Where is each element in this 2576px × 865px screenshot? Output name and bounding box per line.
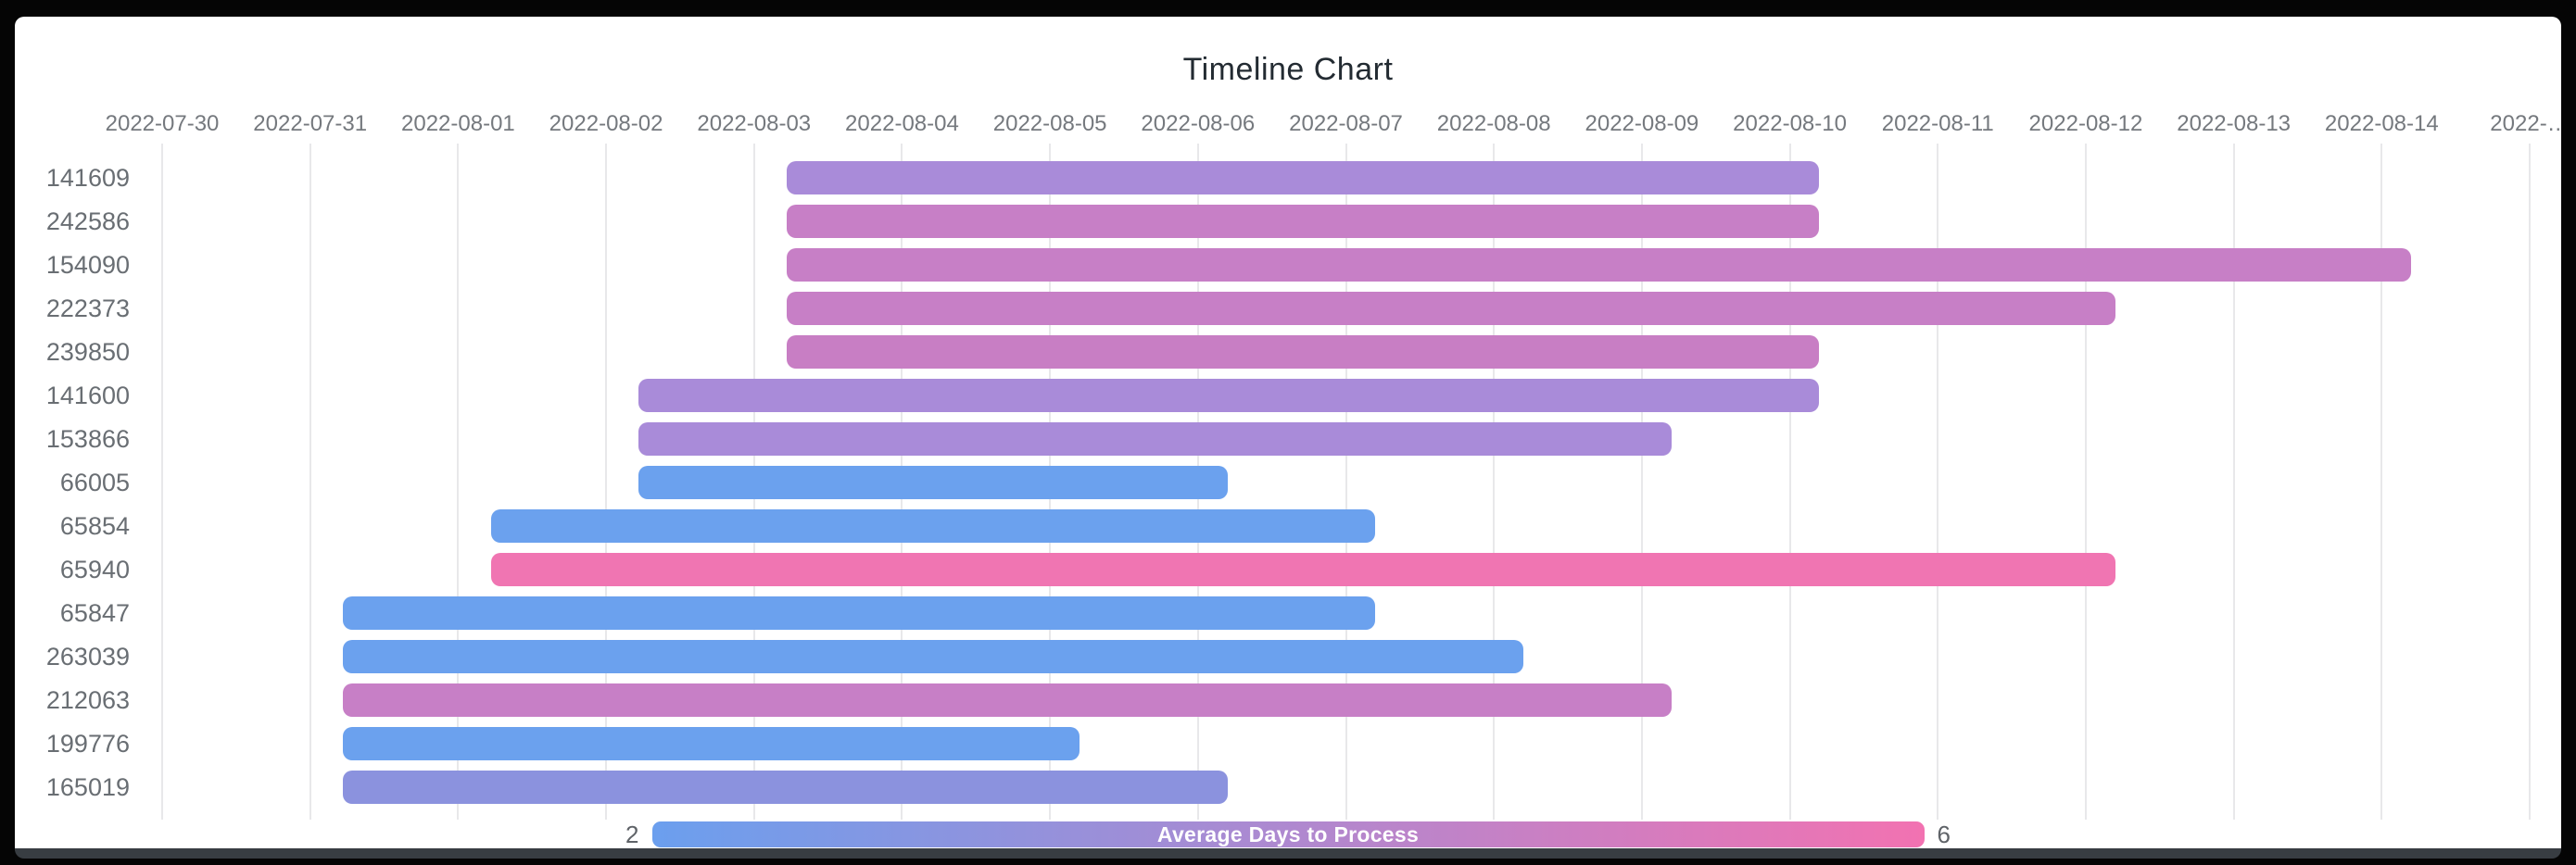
- timeline-bar-154090[interactable]: [786, 248, 2412, 282]
- y-tick-label: 239850: [45, 338, 130, 366]
- x-tick-label: 2022-08-03: [697, 111, 812, 136]
- timeline-bar-66005[interactable]: [638, 466, 1228, 499]
- y-tick-label: 263039: [45, 643, 130, 671]
- y-tick-label: 242586: [45, 207, 130, 235]
- y-tick-label: 65854: [59, 512, 130, 540]
- timeline-bar-263039[interactable]: [342, 640, 1524, 673]
- x-tick-label: 2022-08-11: [1881, 111, 1994, 136]
- y-tick-label: 212063: [45, 686, 130, 714]
- x-tick-label: 2022-08-09: [1585, 111, 1699, 136]
- timeline-bar-153866[interactable]: [638, 422, 1672, 456]
- gridline: [1640, 144, 1643, 820]
- x-axis: 2022-07-30 2022-07-31 2022-08-01 2022-08-02…: [106, 111, 2561, 141]
- timeline-bar-65854[interactable]: [490, 509, 1376, 543]
- gridline: [2529, 144, 2531, 820]
- colorbar-max-label: 6: [1937, 820, 1951, 848]
- x-tick-label: 2022-…: [2490, 111, 2561, 136]
- timeline-bar-242586[interactable]: [786, 205, 1820, 238]
- colorbar-legend: 2 Average Days to Process 6: [15, 820, 2561, 848]
- timeline-bar-222373[interactable]: [786, 292, 2115, 325]
- y-tick-label: 154090: [45, 251, 130, 279]
- gridline: [1937, 144, 1939, 820]
- x-tick-label: 2022-08-13: [2177, 111, 2292, 136]
- y-tick-label: 199776: [45, 730, 130, 758]
- x-tick-label: 2022-08-06: [1141, 111, 1256, 136]
- timeline-bar-239850[interactable]: [786, 335, 1820, 369]
- y-tick-label: 65940: [59, 556, 130, 583]
- timeline-bar-65940[interactable]: [490, 553, 2115, 586]
- colorbar-gradient: Average Days to Process: [651, 821, 1925, 847]
- gridline: [161, 144, 163, 820]
- gridline: [2380, 144, 2383, 820]
- x-tick-label: 2022-08-07: [1289, 111, 1403, 136]
- y-tick-label: 141609: [45, 164, 130, 192]
- gridline: [1345, 144, 1347, 820]
- chart-card: Timeline Chart 2022-07-30 2022-07-31 2022-…: [15, 17, 2561, 859]
- gridline: [457, 144, 460, 820]
- gridline: [1788, 144, 1791, 820]
- plot-area: [161, 144, 2531, 820]
- gridline: [605, 144, 608, 820]
- gridline: [309, 144, 311, 820]
- colorbar-min-label: 2: [625, 820, 639, 848]
- y-tick-label: 141600: [45, 382, 130, 409]
- x-tick-label: 2022-08-02: [549, 111, 663, 136]
- timeline-bar-199776[interactable]: [342, 727, 1080, 760]
- gridline: [2084, 144, 2087, 820]
- colorbar-title: Average Days to Process: [1156, 821, 1420, 846]
- y-tick-label: 222373: [45, 295, 130, 322]
- timeline-bar-165019[interactable]: [342, 771, 1228, 804]
- x-tick-label: 2022-08-05: [992, 111, 1107, 136]
- y-tick-label: 153866: [45, 425, 130, 453]
- timeline-bar-141600[interactable]: [638, 379, 1820, 412]
- x-tick-label: 2022-07-30: [105, 111, 220, 136]
- x-tick-label: 2022-08-01: [400, 111, 515, 136]
- y-axis: 141609 242586 154090 222373 239850 141600 1538…: [15, 144, 137, 820]
- y-tick-label: 165019: [45, 773, 130, 801]
- y-tick-label: 65847: [59, 599, 130, 627]
- x-tick-label: 2022-08-10: [1733, 111, 1847, 136]
- x-tick-label: 2022-08-08: [1436, 111, 1551, 136]
- y-tick-label: 66005: [59, 469, 130, 496]
- timeline-bar-141609[interactable]: [786, 161, 1820, 194]
- x-tick-label: 2022-08-04: [845, 111, 959, 136]
- x-tick-label: 2022-08-14: [2324, 111, 2439, 136]
- x-tick-label: 2022-08-12: [2028, 111, 2143, 136]
- chart-title: Timeline Chart: [1182, 52, 1394, 87]
- timeline-bar-65847[interactable]: [342, 596, 1376, 630]
- timeline-bar-212063[interactable]: [342, 683, 1672, 717]
- gridline: [1493, 144, 1496, 820]
- x-tick-label: 2022-07-31: [253, 111, 368, 136]
- gridline: [2232, 144, 2235, 820]
